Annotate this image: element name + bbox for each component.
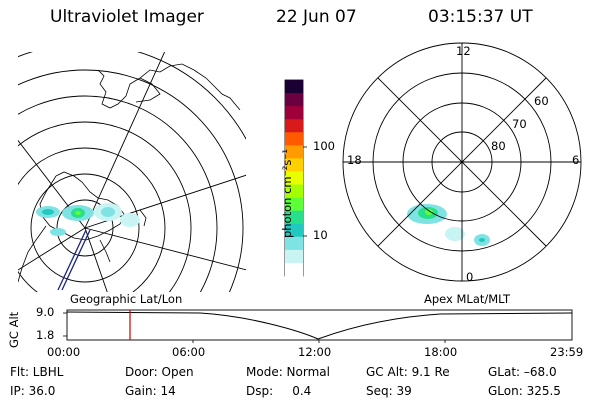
colorbar-tick-100: 100 [313,139,335,153]
colorbar-swatch [285,210,303,225]
colorbar-unit-label: photon cm⁻²s⁻¹ [280,149,294,238]
info-dsp: Dsp: 0.4 [246,384,312,398]
mlt-label-18: 18 [347,153,362,167]
time-label: 03:15:37 UT [428,7,533,27]
time-tick-1200: 12:00 [298,345,332,359]
date-label: 22 Jun 07 [276,7,357,27]
colorbar-swatch [285,132,303,146]
aurora-emission-right [407,204,490,246]
colorbar-swatch [285,262,303,277]
colorbar-swatch [285,249,303,264]
colorbar-swatch [285,158,303,173]
info-filter: Flt: LBHL [10,365,64,379]
colorbar [284,79,307,277]
time-tick-2359: 23:59 [550,345,584,359]
altitude-ylabel: GC Alt [7,311,21,348]
info-gain: Gain: 14 [125,384,176,398]
time-tick-0000: 00:00 [47,345,81,359]
colorbar-tick-10: 10 [313,228,328,242]
info-door: Door: Open [125,365,194,379]
mlat-label-80: 80 [491,139,506,153]
aurora-emission-left [36,203,140,236]
colorbar-swatch [285,184,303,199]
colorbar-swatch [285,197,303,212]
right-panel-label: Apex MLat/MLT [424,292,511,306]
colorbar-swatch [285,145,303,159]
polar-plot [342,42,582,282]
left-panel-label: Geographic Lat/Lon [70,292,183,306]
info-glat: GLat: –68.0 [488,365,557,379]
title: Ultraviolet Imager [50,7,204,27]
colorbar-swatch [285,106,303,120]
info-glon: GLon: 325.5 [488,384,561,398]
colorbar-swatch [285,80,303,94]
mlt-label-0: 0 [466,270,474,284]
altitude-ytick-low: 1.8 [36,328,55,342]
colorbar-swatch [285,223,303,238]
altitude-ytick-high: 9.0 [36,305,55,319]
info-gc-alt: GC Alt: 9.1 Re [366,365,450,379]
colorbar-swatch [285,119,303,133]
mlat-label-70: 70 [512,117,527,131]
geographic-map [18,52,246,292]
info-seq: Seq: 39 [366,384,412,398]
info-mode: Mode: Normal [246,365,330,379]
colorbar-swatch [285,93,303,107]
mlat-label-60: 60 [534,94,549,108]
time-tick-1800: 18:00 [424,345,458,359]
colorbar-swatch [285,171,303,186]
mlt-label-6: 6 [572,153,580,167]
colorbar-swatch [285,236,303,251]
altitude-strip [63,309,573,343]
info-ip: IP: 36.0 [10,384,56,398]
mlt-label-12: 12 [456,44,471,58]
time-tick-0600: 06:00 [172,345,206,359]
